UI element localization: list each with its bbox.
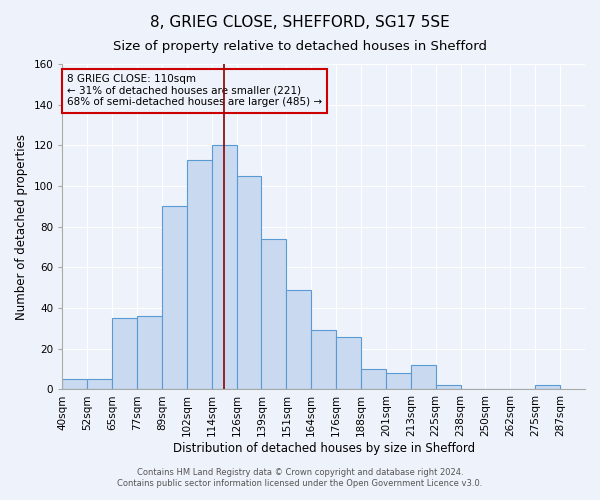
Bar [311, 330, 336, 390]
Bar [62, 380, 87, 390]
Bar [262, 239, 286, 390]
Text: Size of property relative to detached houses in Shefford: Size of property relative to detached ho… [113, 40, 487, 53]
Bar [137, 316, 162, 390]
Bar [236, 176, 262, 390]
Bar [535, 386, 560, 390]
Bar [87, 380, 112, 390]
X-axis label: Distribution of detached houses by size in Shefford: Distribution of detached houses by size … [173, 442, 475, 455]
Bar [386, 373, 411, 390]
Bar [112, 318, 137, 390]
Bar [436, 386, 461, 390]
Bar [187, 160, 212, 390]
Text: Contains HM Land Registry data © Crown copyright and database right 2024.
Contai: Contains HM Land Registry data © Crown c… [118, 468, 482, 487]
Text: 8 GRIEG CLOSE: 110sqm
← 31% of detached houses are smaller (221)
68% of semi-det: 8 GRIEG CLOSE: 110sqm ← 31% of detached … [67, 74, 322, 108]
Bar [212, 146, 236, 390]
Text: 8, GRIEG CLOSE, SHEFFORD, SG17 5SE: 8, GRIEG CLOSE, SHEFFORD, SG17 5SE [150, 15, 450, 30]
Y-axis label: Number of detached properties: Number of detached properties [15, 134, 28, 320]
Bar [336, 336, 361, 390]
Bar [162, 206, 187, 390]
Bar [286, 290, 311, 390]
Bar [411, 365, 436, 390]
Bar [361, 369, 386, 390]
